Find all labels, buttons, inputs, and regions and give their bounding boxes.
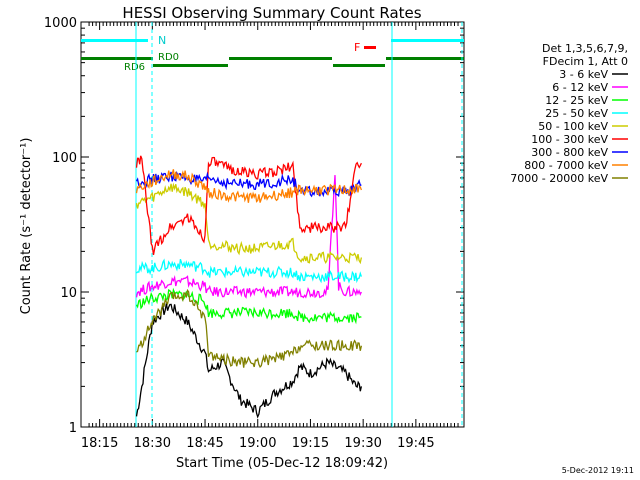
series-line-5 bbox=[135, 182, 363, 265]
series-line-1 bbox=[135, 303, 363, 419]
legend-header-2: FDecim 1, Att 0 bbox=[543, 55, 628, 68]
flare-label: F bbox=[354, 41, 360, 54]
y-axis-label: Count Rate (s⁻¹ detector⁻¹) bbox=[19, 138, 34, 315]
legend-label-7: 300 - 800 keV bbox=[531, 146, 608, 159]
rd-bar-5 bbox=[386, 57, 464, 60]
rd-bar-3 bbox=[229, 57, 332, 60]
legend-label-9: 7000 - 20000 keV bbox=[510, 172, 608, 185]
series-line-3 bbox=[135, 287, 362, 325]
y-tick-label: 1 bbox=[69, 421, 77, 436]
night-label: N bbox=[158, 34, 166, 47]
y-tick-label: 10 bbox=[60, 286, 77, 301]
rd-bar-4 bbox=[333, 64, 385, 67]
annotation-layer: N RD0 RD6 F bbox=[81, 22, 464, 427]
night-bar-right bbox=[391, 39, 464, 42]
x-axis: 18:15 18:30 18:45 19:00 19:15 19:30 19:45 bbox=[81, 22, 459, 451]
series-line-4 bbox=[136, 258, 363, 284]
rd0-label: RD0 bbox=[158, 52, 179, 63]
series-line-9 bbox=[136, 288, 363, 369]
series-line-6 bbox=[135, 155, 362, 256]
x-tick-label: 19:30 bbox=[344, 436, 381, 451]
series-layer bbox=[135, 155, 363, 419]
legend-label-5: 50 - 100 keV bbox=[538, 120, 608, 133]
x-tick-label: 18:15 bbox=[81, 436, 118, 451]
rd-bar-2 bbox=[153, 64, 228, 67]
legend-label-3: 12 - 25 keV bbox=[545, 94, 608, 107]
x-tick-label: 19:45 bbox=[397, 436, 434, 451]
series-line-7 bbox=[135, 170, 362, 198]
chart-title: HESSI Observing Summary Count Rates bbox=[122, 4, 421, 22]
rd6-label: RD6 bbox=[124, 62, 145, 73]
series-line-8 bbox=[135, 169, 363, 203]
footer-date: 5-Dec-2012 19:11 bbox=[562, 466, 634, 475]
y-tick-label: 100 bbox=[52, 151, 77, 166]
series-line-2 bbox=[135, 175, 362, 299]
legend-label-8: 800 - 7000 keV bbox=[524, 159, 608, 172]
legend-label-2: 6 - 12 keV bbox=[552, 81, 608, 94]
plot-border bbox=[80, 21, 465, 428]
rd-bar-1 bbox=[81, 57, 153, 60]
y-tick-label: 1000 bbox=[44, 16, 77, 31]
x-tick-label: 18:30 bbox=[134, 436, 171, 451]
legend-label-1: 3 - 6 keV bbox=[559, 68, 608, 81]
legend-header-1: Det 1,3,5,6,7,9, bbox=[542, 42, 628, 55]
x-tick-label: 19:15 bbox=[292, 436, 329, 451]
night-bar-left bbox=[81, 39, 148, 42]
x-tick-label: 18:45 bbox=[186, 436, 223, 451]
x-tick-label: 19:00 bbox=[239, 436, 276, 451]
flare-marker bbox=[364, 46, 376, 49]
x-axis-label: Start Time (05-Dec-12 18:09:42) bbox=[176, 456, 388, 471]
legend-label-6: 100 - 300 keV bbox=[531, 133, 608, 146]
plot-frame bbox=[80, 21, 465, 428]
y-axis: 1 10 100 1000 bbox=[44, 16, 464, 436]
legend: Det 1,3,5,6,7,9, FDecim 1, Att 0 3 - 6 k… bbox=[510, 42, 628, 185]
legend-label-4: 25 - 50 keV bbox=[545, 107, 608, 120]
